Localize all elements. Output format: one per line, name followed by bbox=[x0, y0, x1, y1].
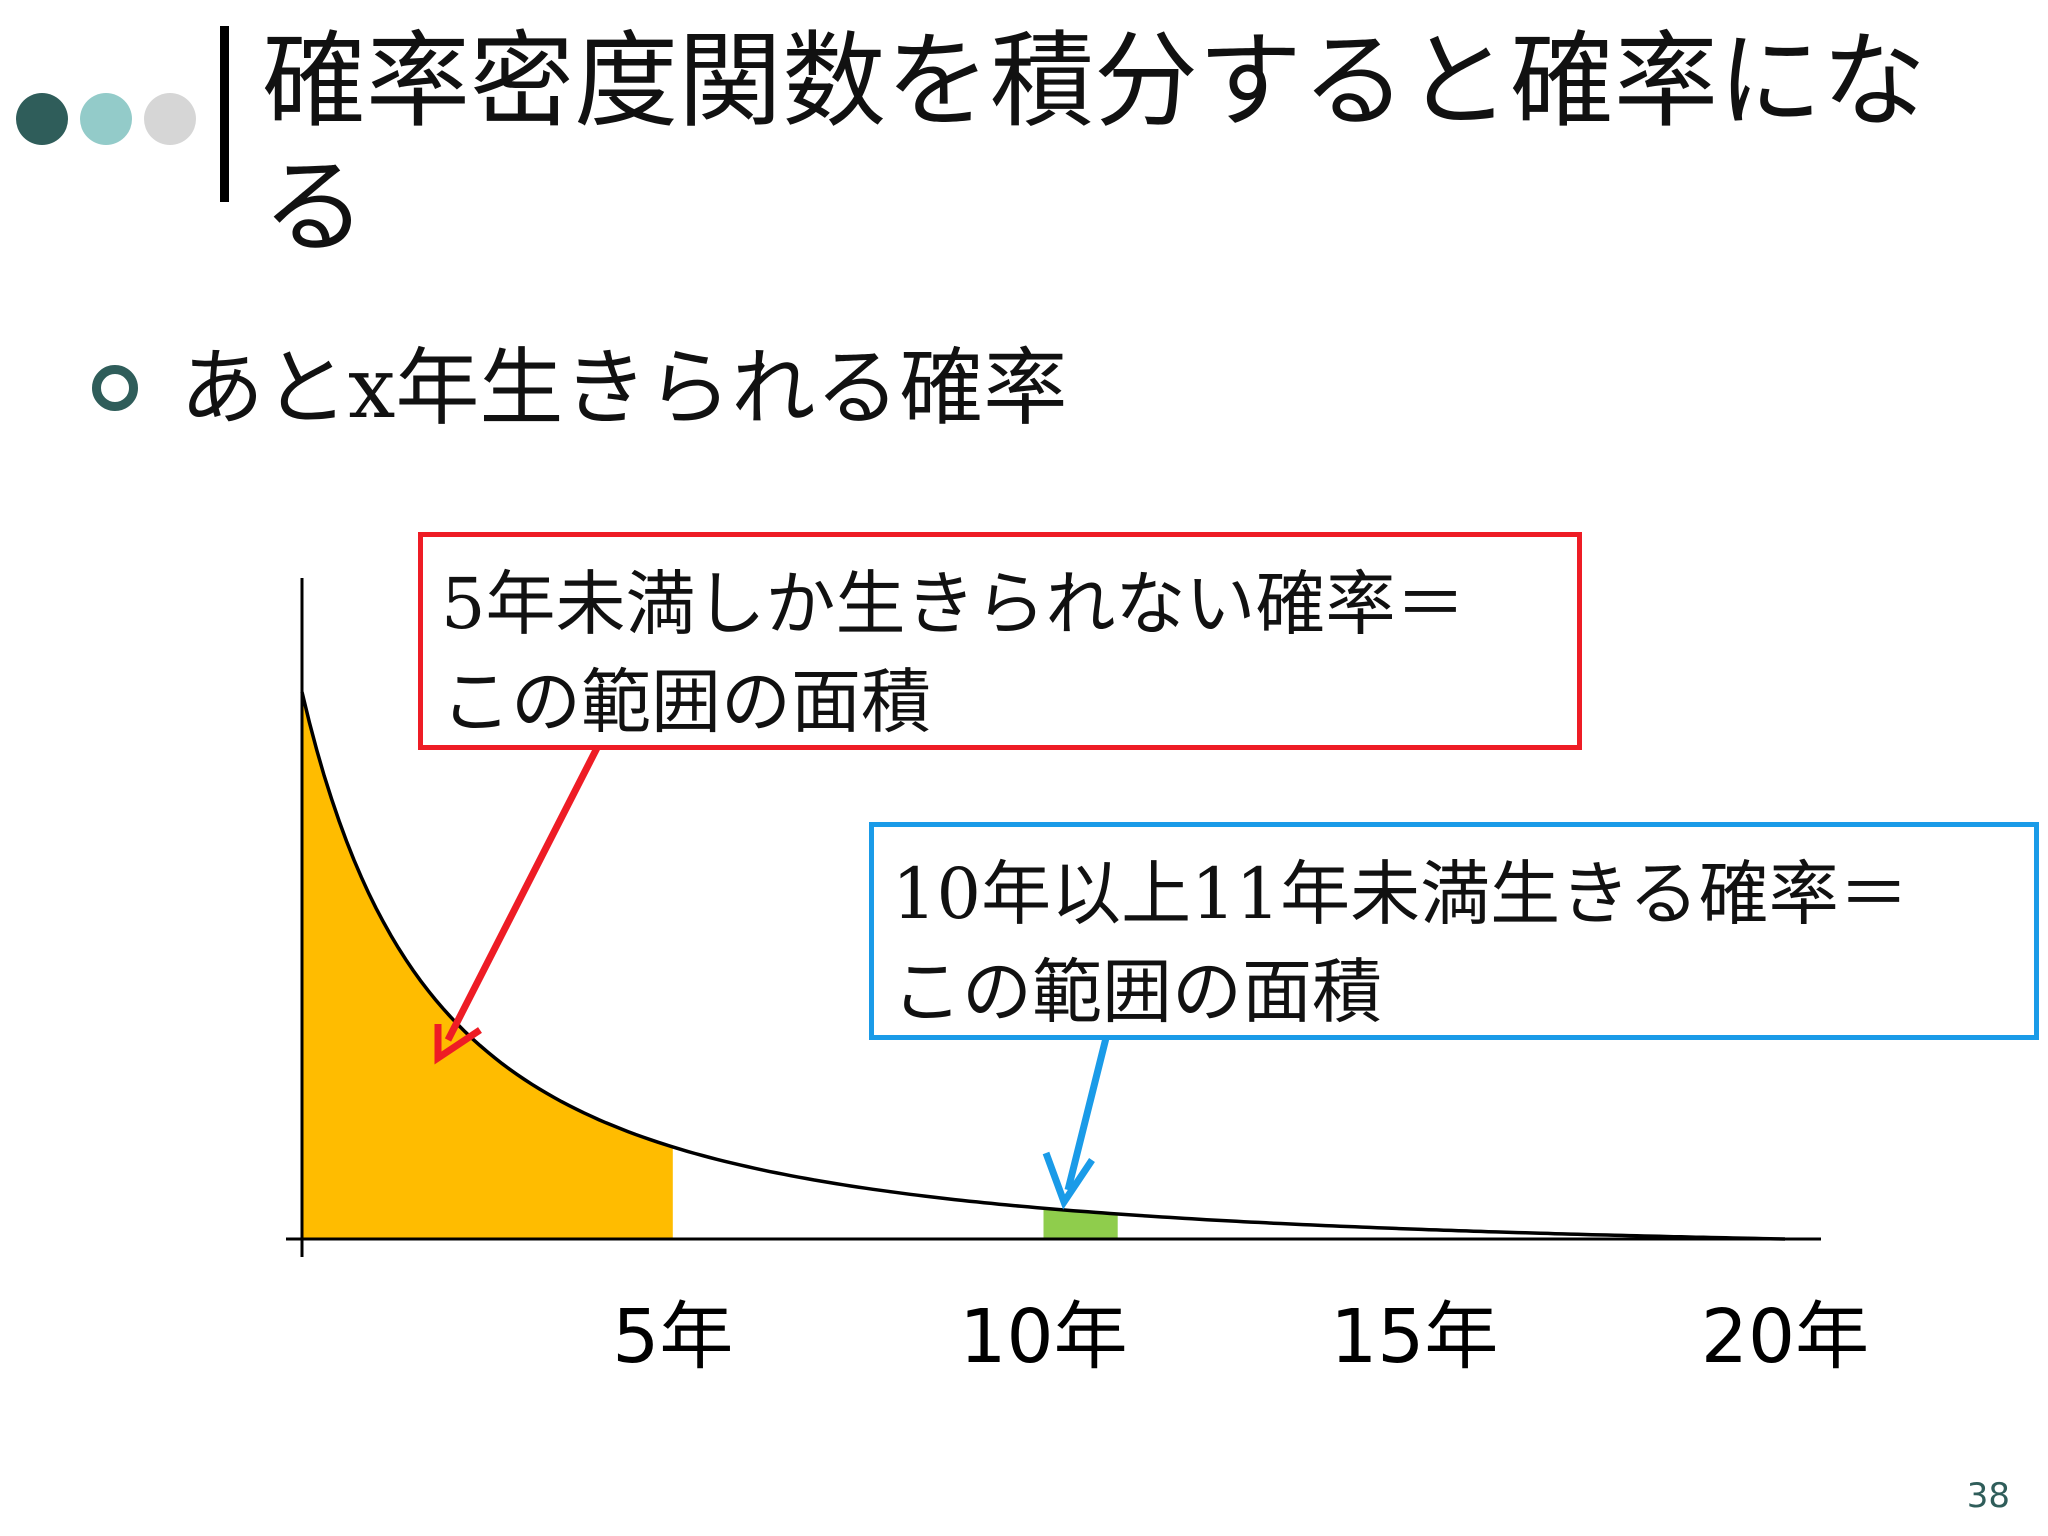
callout-red-line1: 5年未満しか生きられない確率＝ bbox=[441, 563, 1466, 645]
bullet-ring-icon bbox=[92, 365, 138, 411]
shaded-region-10-11 bbox=[1043, 1208, 1118, 1239]
callout-blue: 10年以上11年未満生きる確率＝ この範囲の面積 bbox=[869, 822, 2039, 1040]
x-tick-label-1: 10年 bbox=[959, 1294, 1127, 1380]
x-tick-labels: 5年 10年 15年 20年 bbox=[612, 1294, 1869, 1380]
dot-gray bbox=[144, 93, 196, 145]
callout-red-line2: この範囲の面積 bbox=[441, 661, 931, 743]
dot-teal bbox=[80, 93, 132, 145]
red-arrow-head-icon bbox=[434, 1024, 482, 1065]
callout-blue-line2: この範囲の面積 bbox=[892, 951, 1382, 1033]
title-rule bbox=[220, 26, 229, 202]
shaded-region-0-5 bbox=[302, 692, 673, 1239]
decorative-dots bbox=[16, 93, 196, 145]
x-tick-label-0: 5年 bbox=[612, 1294, 733, 1380]
blue-arrow-shaft bbox=[1064, 1037, 1110, 1191]
slide-title: 確率密度関数を積分すると確率になる bbox=[262, 20, 1927, 268]
callout-red: 5年未満しか生きられない確率＝ この範囲の面積 bbox=[418, 532, 1582, 750]
red-arrow-shaft bbox=[444, 744, 602, 1042]
x-tick-label-3: 20年 bbox=[1701, 1294, 1869, 1380]
density-curve bbox=[300, 691, 1786, 1241]
page-number: 38 bbox=[1966, 1476, 2010, 1516]
dot-dark bbox=[16, 93, 68, 145]
blue-arrow-head-icon bbox=[1042, 1151, 1095, 1210]
bullet-item: あとx年生きられる確率 bbox=[92, 338, 1067, 438]
callout-blue-line1: 10年以上11年未満生きる確率＝ bbox=[892, 853, 1909, 935]
x-tick-label-2: 15年 bbox=[1330, 1294, 1498, 1380]
bullet-text: あとx年生きられる確率 bbox=[180, 339, 1068, 437]
